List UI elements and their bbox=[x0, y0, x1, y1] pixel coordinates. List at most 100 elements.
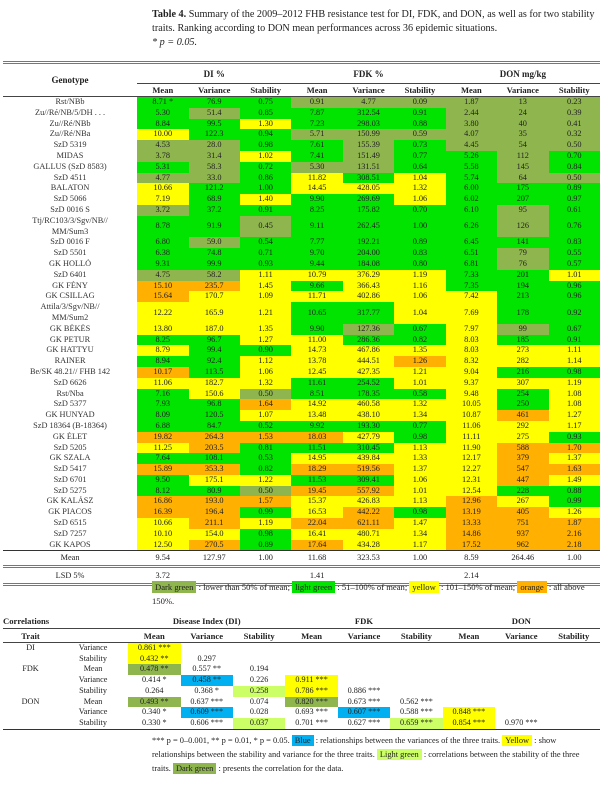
genotype-cell: GK HOLLÓ bbox=[48, 258, 92, 268]
genotype-cell: SzD 5319 bbox=[53, 140, 87, 150]
corr-cell: 0.258 bbox=[232, 685, 286, 697]
table-row: GK SZALA 7.64 108.1 0.53 14.95 439.84 1.33 12.1… bbox=[3, 453, 600, 465]
corr-cell: 0.861 *** bbox=[128, 642, 181, 654]
value-cell: 6.10 bbox=[445, 204, 498, 216]
value-cell: 1.32 bbox=[394, 183, 446, 195]
genotype-cell: SzD 6701 bbox=[53, 474, 87, 484]
value-cell: 1.04 bbox=[394, 302, 446, 324]
value-cell: 175 bbox=[497, 183, 549, 195]
value-cell: 0.70 bbox=[548, 150, 600, 162]
value-cell: 461 bbox=[497, 410, 549, 421]
table-row: SzD 0016 F 6.80 59.0 0.54 7.77 192.21 0.89 6.45… bbox=[3, 237, 600, 249]
corr-cell: 0.028 bbox=[249, 707, 269, 717]
value-cell: 10.05 bbox=[445, 399, 498, 411]
value-cell: 235.7 bbox=[188, 280, 240, 292]
corr-cell bbox=[495, 697, 547, 708]
value-cell: 201 bbox=[497, 269, 549, 281]
value-cell: 588 bbox=[497, 442, 549, 454]
table-row: GK ÉLET 19.82 264.3 1.53 18.03 427.79 0.98 11.1… bbox=[3, 431, 600, 443]
value-cell: 13 bbox=[497, 96, 549, 108]
value-cell: 12.50 bbox=[137, 539, 189, 551]
table-row: Zu//Ré/NBa 10.00 122.3 0.94 5.71 150.99 0.59 4.… bbox=[3, 129, 600, 141]
value-cell: 0.57 bbox=[548, 258, 600, 270]
value-cell: 9.50 bbox=[137, 474, 189, 486]
value-cell: 0.70 bbox=[394, 204, 446, 216]
value-cell: 0.77 bbox=[394, 420, 446, 432]
footnote-swatch-dark-green: Dark green bbox=[172, 763, 217, 774]
value-cell: 0.50 bbox=[548, 172, 600, 184]
value-cell: 11.06 bbox=[137, 377, 189, 389]
value-cell: 184.08 bbox=[342, 258, 395, 270]
value-cell: 155.39 bbox=[342, 140, 395, 151]
table-caption: Table 4. Summary of the 2009–2012 FHB re… bbox=[152, 8, 597, 50]
value-cell: 2.16 bbox=[548, 528, 600, 540]
value-cell: 0.86 bbox=[239, 172, 292, 184]
value-cell: 9.90 bbox=[291, 194, 343, 205]
corr-cell bbox=[547, 643, 600, 654]
corr-cell: 0.226 bbox=[249, 675, 269, 685]
corr-row: Stability 0.264 0.368 * 0.258 0.786 *** 0.886… bbox=[3, 685, 600, 697]
genotype-cell: GK BÉKÉS bbox=[49, 323, 91, 333]
value-cell: 228 bbox=[497, 485, 549, 497]
value-cell: 216 bbox=[497, 366, 549, 378]
value-cell: 11.61 bbox=[291, 377, 343, 389]
genotype-cell: Rst/Nba bbox=[56, 388, 84, 398]
value-cell: 126 bbox=[497, 215, 549, 238]
corr-row: FDK Mean 0.478 ** 0.557 ** 0.194 bbox=[3, 664, 600, 676]
value-cell: 0.50 bbox=[239, 485, 292, 497]
corr-column-header: Mean bbox=[128, 628, 181, 643]
fhb-resistance-table: Genotype DI % FDK % DON mg/kg Mean Varian… bbox=[3, 61, 600, 587]
value-cell: 254 bbox=[497, 388, 549, 400]
value-cell: 0.89 bbox=[394, 237, 446, 249]
legend-text: : all above 150%. bbox=[152, 582, 585, 606]
value-cell: 1.30 bbox=[239, 118, 292, 130]
value-cell: 7.87 bbox=[291, 107, 343, 119]
value-cell: 9.11 bbox=[291, 215, 343, 238]
value-cell: 0.92 bbox=[548, 302, 600, 324]
value-cell: 6.26 bbox=[445, 215, 498, 238]
value-cell: 194 bbox=[497, 280, 549, 292]
value-cell: 1.16 bbox=[394, 280, 446, 292]
value-cell: 1.57 bbox=[239, 496, 292, 508]
value-cell: 6.80 bbox=[137, 237, 189, 249]
corr-cell: 0.458 ** bbox=[180, 675, 233, 686]
value-cell: 0.93 bbox=[239, 258, 292, 270]
table-row: GK PIACOS 16.39 196.4 0.99 16.53 442.22 0.98 13… bbox=[3, 507, 600, 519]
value-cell: 16.86 bbox=[137, 496, 189, 508]
value-cell: 0.80 bbox=[394, 258, 446, 270]
mean-row: Mean 9.54 127.97 1.00 11.68 323.53 1.00 8.59 264… bbox=[3, 550, 600, 569]
value-cell: 13.80 bbox=[137, 323, 189, 335]
value-cell: 751 bbox=[497, 518, 549, 529]
value-cell: 1.53 bbox=[239, 431, 292, 443]
genotype-cell: Zu//Ré/NBa bbox=[49, 129, 91, 139]
column-header: Mean bbox=[291, 83, 343, 97]
sub-trait-label: Variance bbox=[78, 643, 108, 652]
value-cell: 12.31 bbox=[445, 474, 498, 486]
value-cell: 96.8 bbox=[188, 399, 240, 411]
legend-swatch-light-green: light green bbox=[292, 581, 336, 593]
value-cell: 0.54 bbox=[239, 237, 292, 249]
value-cell: 0.55 bbox=[548, 248, 600, 259]
value-cell: 108.1 bbox=[188, 453, 240, 465]
corr-cell: 0.607 *** bbox=[337, 707, 391, 718]
genotype-cell: Attila/3/Sgv/NB// MM/Sum2 bbox=[40, 302, 100, 322]
genotype-cell: SzD 7257 bbox=[53, 528, 87, 538]
value-cell: 10.65 bbox=[291, 302, 343, 324]
legend-text: : 101–150% of mean; bbox=[440, 582, 516, 592]
table-row: GK KAPOS 12.50 270.5 0.89 17.64 434.28 1.17 17.… bbox=[3, 539, 600, 551]
significance-note: *** p = 0–0.001, ** p = 0.01, * p = 0.05… bbox=[152, 736, 290, 745]
value-cell: 0.73 bbox=[394, 140, 446, 151]
value-cell: 16.53 bbox=[291, 507, 343, 519]
value-cell: 8.71 * bbox=[137, 96, 189, 108]
group-header-don: DON mg/kg bbox=[445, 61, 600, 84]
value-cell: 0.99 bbox=[239, 507, 292, 519]
corr-column-header: Mean bbox=[442, 628, 496, 643]
value-cell: 1.35 bbox=[394, 345, 446, 357]
value-cell: 1.17 bbox=[394, 539, 446, 551]
footnote-swatch-blue: Blue bbox=[291, 735, 314, 746]
value-cell: 0.98 bbox=[394, 507, 446, 519]
genotype-cell: SzD 6515 bbox=[53, 518, 87, 528]
genotype-cell: SzD 5066 bbox=[53, 194, 87, 204]
table-row: SzD 5066 7.19 68.9 1.40 9.90 269.69 1.06 6.02 20… bbox=[3, 194, 600, 205]
corr-cell bbox=[443, 664, 495, 675]
